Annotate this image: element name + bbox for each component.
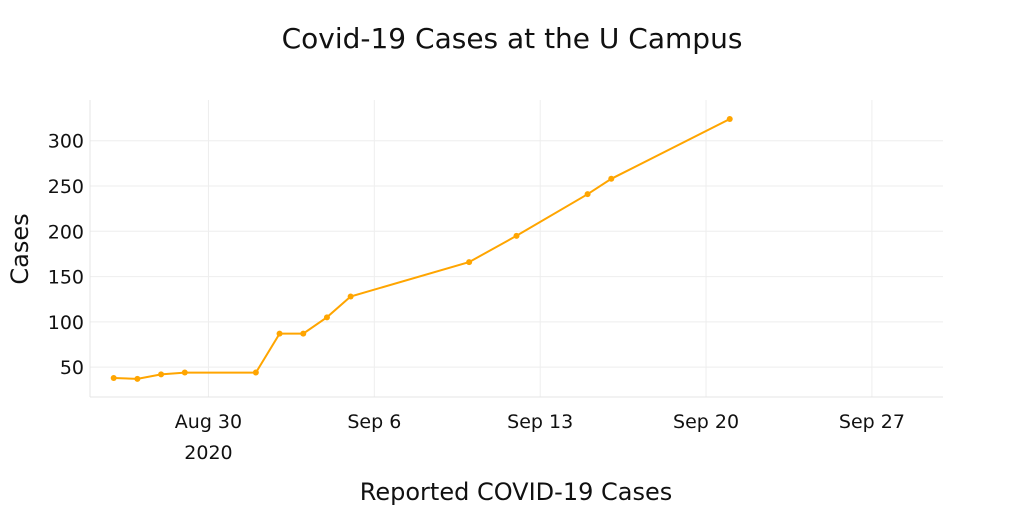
- data-point: [584, 191, 591, 198]
- data-point: [276, 330, 283, 337]
- x-axis-title: Reported COVID-19 Cases: [360, 478, 672, 506]
- y-tick-labels: 50 100 150 200 250 300: [48, 131, 84, 379]
- x-year-label: 2020: [184, 442, 232, 464]
- x-tick-label: Sep 20: [673, 411, 739, 433]
- y-tick-label: 200: [48, 221, 84, 243]
- data-point: [513, 232, 520, 239]
- series-group: [110, 116, 733, 382]
- data-point: [347, 293, 354, 300]
- x-tick-label: Sep 27: [839, 411, 905, 433]
- series-line: [113, 118, 731, 380]
- x-tick-labels: Aug 30 Sep 6 Sep 13 Sep 20 Sep 27: [175, 411, 905, 433]
- y-tick-label: 300: [48, 131, 84, 153]
- data-point: [300, 330, 307, 337]
- chart-title: Covid-19 Cases at the U Campus: [282, 22, 743, 55]
- y-tick-label: 50: [60, 357, 84, 379]
- y-axis-title: Cases: [6, 213, 34, 284]
- y-tick-label: 150: [48, 267, 84, 289]
- y-tick-label: 250: [48, 176, 84, 198]
- data-point: [323, 314, 330, 321]
- data-point: [158, 371, 165, 378]
- y-tick-label: 100: [48, 312, 84, 334]
- x-tick-label: Sep 13: [507, 411, 573, 433]
- data-point: [608, 175, 615, 182]
- data-point: [466, 259, 473, 266]
- data-point: [110, 374, 117, 381]
- data-point: [252, 369, 259, 376]
- data-point: [726, 116, 733, 123]
- data-point: [181, 369, 188, 376]
- y-gridlines: [90, 140, 943, 368]
- x-gridlines: [207, 100, 873, 397]
- x-tick-label: Sep 6: [347, 411, 401, 433]
- x-tick-label: Aug 30: [175, 411, 242, 433]
- data-point: [134, 375, 141, 382]
